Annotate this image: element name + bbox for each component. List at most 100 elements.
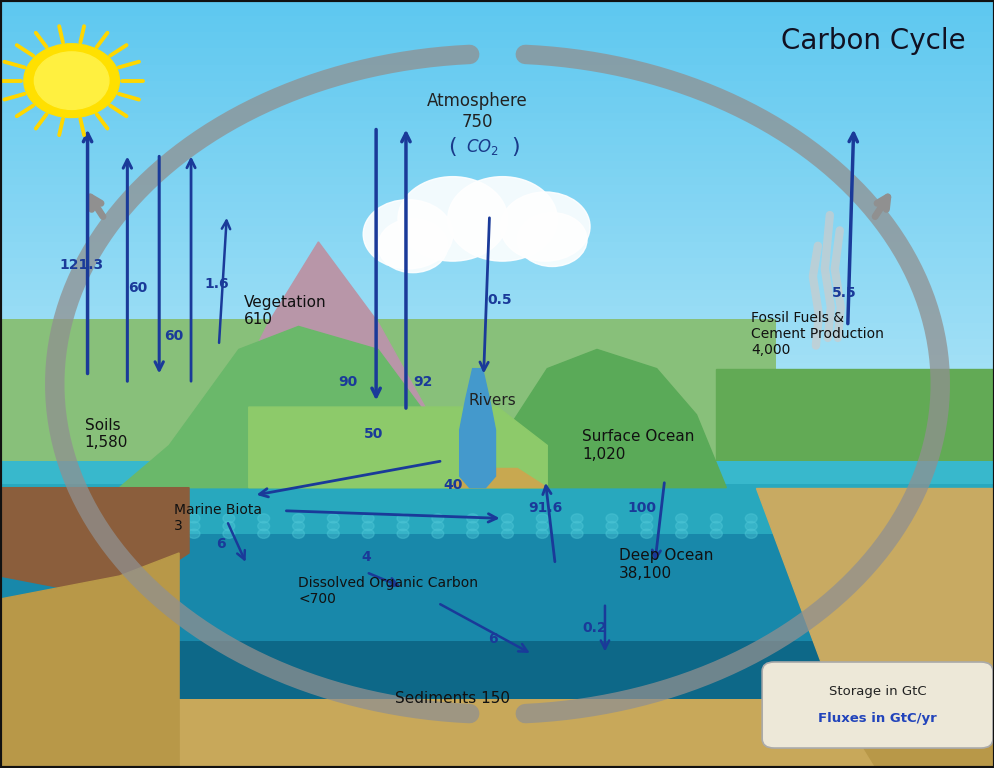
Text: 0.2: 0.2 xyxy=(582,621,606,635)
Circle shape xyxy=(640,514,652,523)
Bar xyxy=(0,379,994,387)
Polygon shape xyxy=(467,349,726,488)
Circle shape xyxy=(153,521,165,531)
Circle shape xyxy=(605,514,617,523)
Bar xyxy=(0,274,994,283)
Bar xyxy=(0,461,994,515)
Circle shape xyxy=(675,514,687,523)
Bar xyxy=(0,452,994,459)
Bar xyxy=(0,81,994,89)
Polygon shape xyxy=(716,369,994,488)
Polygon shape xyxy=(459,369,495,488)
Circle shape xyxy=(118,514,130,523)
Bar xyxy=(0,154,994,161)
Bar xyxy=(0,290,994,299)
Text: $\mathit{CO_2}$: $\mathit{CO_2}$ xyxy=(465,137,499,157)
Circle shape xyxy=(292,514,304,523)
Circle shape xyxy=(640,521,652,531)
Bar xyxy=(0,0,994,8)
Circle shape xyxy=(257,529,269,538)
Bar xyxy=(0,48,994,57)
Text: Soils
1,580: Soils 1,580 xyxy=(84,418,128,450)
Circle shape xyxy=(710,521,722,531)
Circle shape xyxy=(675,529,687,538)
Circle shape xyxy=(466,521,478,531)
Text: 4: 4 xyxy=(361,550,371,564)
Circle shape xyxy=(447,177,557,261)
Circle shape xyxy=(640,529,652,538)
Bar xyxy=(0,226,994,233)
Bar xyxy=(0,387,994,396)
Bar xyxy=(0,16,994,25)
Circle shape xyxy=(362,529,374,538)
Polygon shape xyxy=(179,242,457,488)
Circle shape xyxy=(378,219,447,273)
Text: 60: 60 xyxy=(164,329,184,343)
Bar xyxy=(0,41,994,48)
Bar xyxy=(0,258,994,266)
Bar xyxy=(0,484,994,553)
Text: Vegetation
610: Vegetation 610 xyxy=(244,295,326,327)
Circle shape xyxy=(431,529,443,538)
Text: Surface Ocean
1,020: Surface Ocean 1,020 xyxy=(581,429,694,462)
Bar xyxy=(0,641,994,703)
Bar xyxy=(0,299,994,306)
Circle shape xyxy=(536,514,548,523)
Bar xyxy=(0,210,994,218)
Circle shape xyxy=(397,529,409,538)
Bar xyxy=(0,699,994,768)
Bar xyxy=(0,347,994,355)
Circle shape xyxy=(536,521,548,531)
Text: 6: 6 xyxy=(487,632,497,646)
Bar xyxy=(0,202,994,210)
Circle shape xyxy=(153,514,165,523)
Circle shape xyxy=(466,514,478,523)
Text: 6: 6 xyxy=(216,537,226,551)
Text: 0.5: 0.5 xyxy=(487,293,511,306)
Polygon shape xyxy=(0,488,189,599)
Circle shape xyxy=(49,514,61,523)
Circle shape xyxy=(223,529,235,538)
Text: 60: 60 xyxy=(127,281,147,295)
Circle shape xyxy=(605,529,617,538)
Bar xyxy=(0,468,994,476)
Bar xyxy=(0,218,994,226)
Text: 121.3: 121.3 xyxy=(60,258,103,272)
Polygon shape xyxy=(755,488,994,703)
Text: 50: 50 xyxy=(363,427,383,441)
Text: Deep Ocean
38,100: Deep Ocean 38,100 xyxy=(618,548,713,581)
Text: Marine Biota
3: Marine Biota 3 xyxy=(174,503,261,534)
Circle shape xyxy=(153,529,165,538)
Circle shape xyxy=(501,521,513,531)
Circle shape xyxy=(745,529,756,538)
Bar xyxy=(0,177,994,186)
Polygon shape xyxy=(447,468,547,488)
Bar xyxy=(0,65,994,73)
Circle shape xyxy=(257,514,269,523)
Bar xyxy=(0,363,994,371)
Bar xyxy=(0,170,994,177)
Circle shape xyxy=(14,521,26,531)
Text: Sediments 150: Sediments 150 xyxy=(395,691,510,707)
Bar xyxy=(0,435,994,444)
Circle shape xyxy=(35,52,108,109)
Text: Dissolved Organic Carbon
<700: Dissolved Organic Carbon <700 xyxy=(298,576,478,607)
Polygon shape xyxy=(835,703,994,768)
Text: (: ( xyxy=(448,137,456,157)
Bar xyxy=(0,319,775,488)
Circle shape xyxy=(571,529,582,538)
Bar xyxy=(0,89,994,97)
Text: ): ) xyxy=(511,137,519,157)
Circle shape xyxy=(431,521,443,531)
Bar xyxy=(0,331,994,339)
Bar xyxy=(0,476,994,484)
Text: 5.5: 5.5 xyxy=(831,286,855,300)
Circle shape xyxy=(24,44,119,118)
Circle shape xyxy=(397,514,409,523)
Text: Fossil Fuels &
Cement Production
4,000: Fossil Fuels & Cement Production 4,000 xyxy=(750,311,884,357)
Bar xyxy=(0,266,994,274)
Circle shape xyxy=(501,514,513,523)
Bar xyxy=(0,104,994,113)
Circle shape xyxy=(362,521,374,531)
Text: 92: 92 xyxy=(413,376,432,389)
